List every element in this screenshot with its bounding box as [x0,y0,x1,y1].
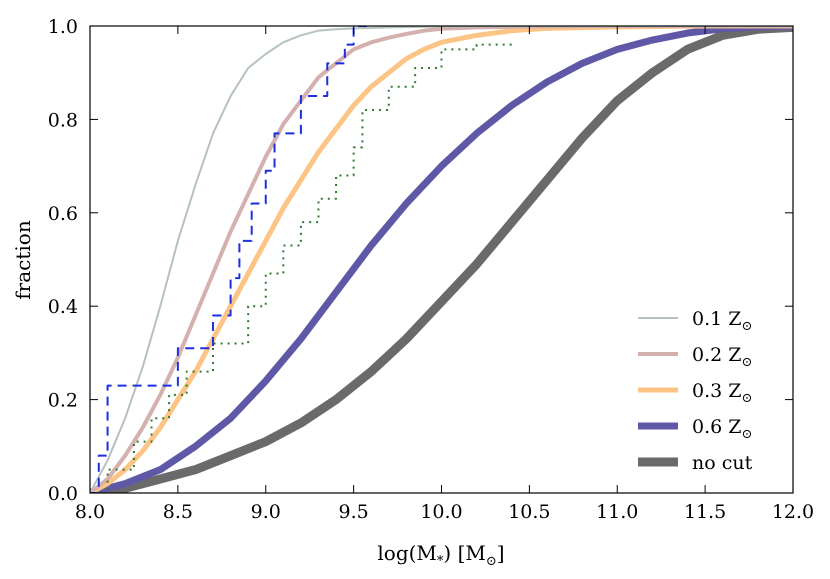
series-line-3 [90,26,793,493]
series-line-0 [90,26,793,493]
x-tick-label: 9.0 [251,501,281,523]
x-axis-label: log(M*) [M⊙] [377,541,504,569]
series-line-4 [90,26,793,493]
x-axis-label-sub: * [437,554,444,569]
legend-label: 0.3 Z⊙ [692,380,752,406]
plot-frame [89,25,794,494]
x-axis-label-close: ] [497,541,505,565]
legend: 0.1 Z⊙ 0.2 Z⊙ 0.3 Z⊙ 0.6 Z⊙ no cut [638,308,753,474]
y-tick-label: 0.4 [48,296,78,318]
y-tick-label: 0.0 [48,483,78,505]
y-tick-label: 0.6 [48,203,78,225]
x-tick-label: 10.5 [508,501,550,523]
x-axis-label-main: log(M [377,541,437,565]
series-line-6 [90,40,513,493]
x-tick-label: 11.0 [596,501,638,523]
x-tick-label: 10.0 [420,501,462,523]
x-axis-label-tail: ) [M [443,541,485,565]
legend-label: 0.6 Z⊙ [692,416,752,442]
series-line-1 [90,26,793,493]
series-line-2 [90,26,793,493]
y-tick-label: 1.0 [48,16,78,38]
y-axis: 0.0 0.2 0.4 0.6 0.8 1.0 [48,16,793,505]
x-tick-label: 8.5 [163,501,193,523]
y-axis-label: fraction [11,220,35,300]
x-tick-label: 12.0 [772,501,814,523]
y-tick-label: 0.8 [48,109,78,131]
x-tick-label: 11.5 [684,501,726,523]
x-axis: 8.0 8.5 9.0 9.5 10.0 10.5 11.0 11.5 12.0 [75,26,814,523]
x-axis-label-unit-sub: ⊙ [486,554,497,569]
x-tick-label: 8.0 [75,501,105,523]
legend-label: 0.1 Z⊙ [692,308,752,334]
series-line-5 [90,26,372,493]
series-layer [90,26,793,493]
y-tick-label: 0.2 [48,390,78,412]
legend-label: no cut [692,452,753,474]
x-tick-label: 9.5 [339,501,369,523]
legend-label: 0.2 Z⊙ [692,344,752,370]
